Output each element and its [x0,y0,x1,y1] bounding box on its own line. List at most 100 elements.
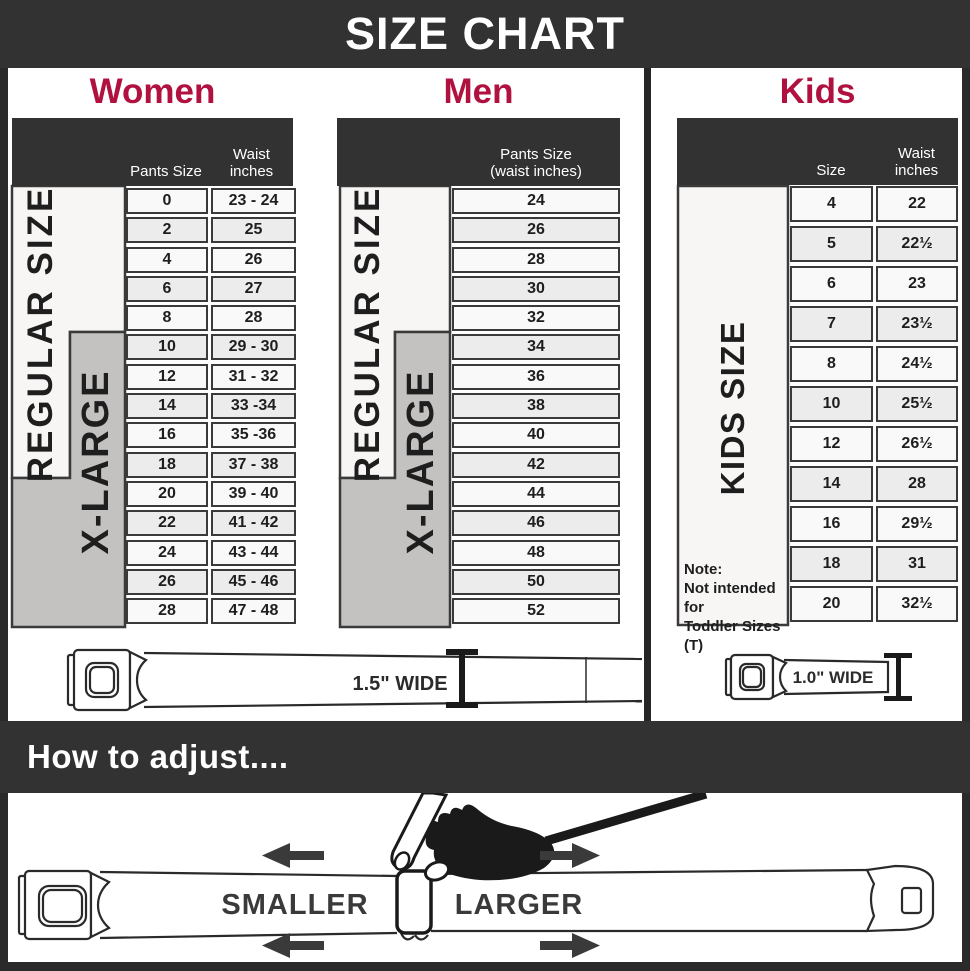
table-row: 40 [452,422,620,449]
table-row: 48 [452,539,620,566]
pants-size-cell: 28 [126,598,208,625]
table-row: 6 27 [126,275,296,302]
waist-cell: 23 - 24 [211,188,296,214]
how-to-adjust-title: How to adjust.... [27,738,289,775]
hand-icon [390,789,708,882]
table-row: 16 35 -36 [126,422,296,449]
waist-cell: 26½ [876,426,958,462]
pants-size-cell: 40 [452,422,620,449]
table-row: 52 [452,598,620,625]
table-row: 42 [452,451,620,478]
larger-label: LARGER [455,889,583,921]
waist-cell: 28 [211,305,296,332]
size-cell: 16 [790,506,873,542]
table-row: 6 23 [790,266,958,302]
arrow-left-icon [262,843,324,868]
table-row: 34 [452,334,620,361]
pants-size-cell: 22 [126,510,208,537]
kids-title: Kids [779,72,856,111]
waist-cell: 23 [876,266,958,302]
waist-cell: 22½ [876,226,958,262]
waist-cell: 33 -34 [211,393,296,420]
kids-table-rows: 4 22 5 22½ 6 23 7 23½ 8 24½ [790,186,958,626]
table-row: 28 47 - 48 [126,598,296,625]
waist-cell: 37 - 38 [211,451,296,478]
kids-note: Note: Not intended for Toddler Sizes (T) [684,560,794,655]
men-table-header: Pants Size (waist inches) [337,118,620,186]
pants-size-cell: 50 [452,568,620,595]
table-row: 24 43 - 44 [126,539,296,566]
left-border [0,0,8,971]
pants-size-cell: 44 [452,480,620,507]
table-row: 32 [452,305,620,332]
belt-tip-icon [865,864,935,933]
pants-size-cell: 26 [126,568,208,595]
right-border [962,0,970,971]
arrow-right-icon [540,933,600,958]
pants-size-cell: 14 [126,393,208,420]
kids-size-label: KIDS SIZE [714,321,751,496]
women-size-brackets: REGULAR SIZE X-LARGE [10,184,127,629]
pants-size-cell: 24 [126,539,208,566]
pants-size-cell: 30 [452,275,620,302]
men-title: Men [443,72,514,111]
table-row: 36 [452,363,620,390]
waist-cell: 39 - 40 [211,480,296,507]
table-row: 50 [452,568,620,595]
size-cell: 20 [790,586,873,622]
table-row: 12 31 - 32 [126,363,296,390]
table-row: 16 29½ [790,506,958,542]
table-row: 8 28 [126,305,296,332]
table-row: 22 41 - 42 [126,510,296,537]
kids-waist-header: Waist inches [894,145,939,179]
pants-size-cell: 0 [126,188,208,214]
page-title: SIZE CHART [345,8,625,59]
seatbelt-buckle-icon [17,869,111,941]
waist-cell: 25 [211,217,296,244]
seatbelt-buckle-icon [66,648,148,712]
men-pants-size-header: Pants Size (waist inches) [490,146,582,180]
pants-size-cell: 20 [126,480,208,507]
size-cell: 18 [790,546,873,582]
kids-table-header: Size Waist inches [677,118,958,185]
pants-size-cell: 52 [452,598,620,625]
table-row: 7 23½ [790,306,958,342]
table-row: 28 [452,246,620,273]
waist-cell: 35 -36 [211,422,296,449]
size-cell: 6 [790,266,873,302]
kids-belt-illustration: 1.0" WIDE [724,653,912,701]
waist-cell: 23½ [876,306,958,342]
table-row: 26 [452,217,620,244]
table-row: 2 25 [126,217,296,244]
arrow-right-icon [540,843,600,868]
pants-size-cell: 48 [452,539,620,566]
women-regular-size-label: REGULAR SIZE [21,186,60,483]
waist-cell: 31 [876,546,958,582]
table-row: 20 39 - 40 [126,480,296,507]
women-table-rows: 0 23 - 24 2 25 4 26 6 27 8 28 [126,188,296,627]
waist-cell: 47 - 48 [211,598,296,625]
pants-size-cell: 32 [452,305,620,332]
size-cell: 4 [790,186,873,222]
pants-size-cell: 2 [126,217,208,244]
waist-cell: 29½ [876,506,958,542]
adult-belt-width-label: 1.5" WIDE [352,673,447,695]
how-to-adjust-bar: How to adjust.... [0,721,970,793]
seatbelt-buckle-icon [724,653,788,701]
table-row: 10 29 - 30 [126,334,296,361]
pants-size-cell: 6 [126,275,208,302]
width-measure-icon [884,653,912,701]
waist-cell: 22 [876,186,958,222]
men-xlarge-label: X-LARGE [400,370,442,555]
table-row: 18 37 - 38 [126,451,296,478]
pants-size-cell: 18 [126,451,208,478]
note-line: Note: [684,561,723,578]
table-row: 20 32½ [790,586,958,622]
size-cell: 5 [790,226,873,262]
table-row: 5 22½ [790,226,958,262]
men-size-brackets: REGULAR SIZE X-LARGE [338,184,452,629]
waist-cell: 45 - 46 [211,568,296,595]
size-cell: 12 [790,426,873,462]
waist-cell: 43 - 44 [211,539,296,566]
table-row: 14 28 [790,466,958,502]
